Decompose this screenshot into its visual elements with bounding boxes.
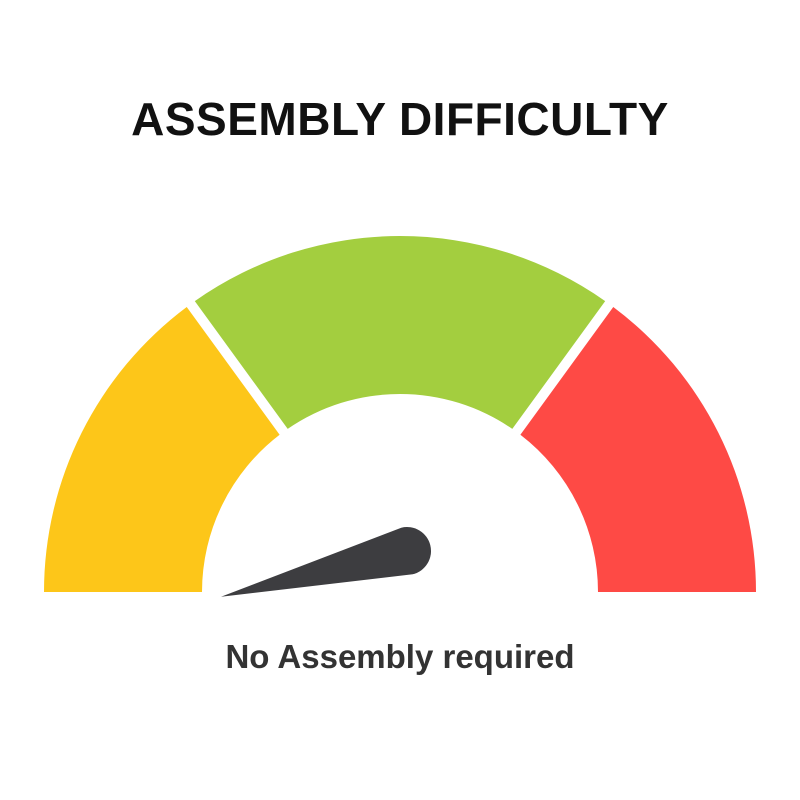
easy-segment bbox=[44, 306, 280, 592]
gauge-needle bbox=[221, 527, 431, 597]
medium-segment bbox=[194, 235, 606, 429]
gauge-caption: No Assembly required bbox=[225, 638, 575, 675]
hard-segment bbox=[520, 306, 756, 592]
gauge-title: ASSEMBLY DIFFICULTY bbox=[131, 93, 669, 145]
